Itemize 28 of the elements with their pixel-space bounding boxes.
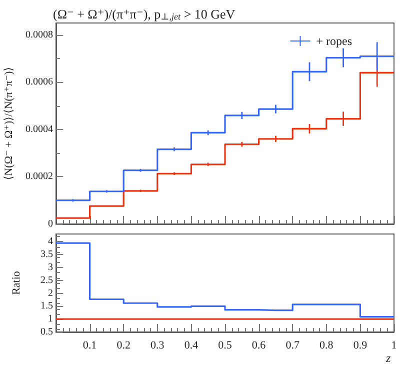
x-tick-label: 0.3 bbox=[150, 340, 165, 352]
x-tick-label: 0.4 bbox=[184, 340, 199, 352]
y-axis-title: ⟨N(Ω⁻ + Ω⁺)⟩/⟨N(π⁺π⁻)⟩ bbox=[3, 66, 16, 180]
y-tick-label: 0.5 bbox=[40, 326, 53, 338]
chart-title: (Ω⁻ + Ω⁺)/(π⁺π⁻), p⊥,jet > 10 GeV bbox=[53, 6, 236, 22]
x-tick-label: 0.6 bbox=[252, 340, 266, 352]
x-tick-label: 0.8 bbox=[320, 340, 334, 352]
y-tick-label: 0 bbox=[48, 218, 53, 230]
y-tick-label: 2.5 bbox=[40, 274, 53, 286]
x-tick-label: 0.7 bbox=[286, 340, 300, 352]
y-tick-label: 1 bbox=[48, 314, 53, 325]
y-tick-label: 4 bbox=[48, 236, 53, 248]
y-tick-label: 0.0002 bbox=[26, 171, 53, 182]
x-tick-label: 0.5 bbox=[218, 340, 232, 352]
x-tick-label: 0.9 bbox=[353, 340, 368, 352]
y-tick-label: 0.0004 bbox=[26, 124, 53, 135]
y-tick-label: 3 bbox=[48, 262, 53, 274]
x-axis-title: z bbox=[385, 351, 391, 365]
x-tick-label: 0.1 bbox=[82, 340, 97, 352]
y-axis-title: Ratio bbox=[10, 270, 22, 295]
y-tick-label: 0.0008 bbox=[26, 29, 53, 40]
y-tick-label: 1.5 bbox=[40, 300, 53, 312]
y-tick-label: 3.5 bbox=[40, 249, 53, 260]
legend-label: + ropes bbox=[316, 34, 352, 48]
x-tick-label: 0.2 bbox=[116, 340, 130, 352]
y-tick-label: 2 bbox=[48, 288, 53, 299]
x-tick-label: 1 bbox=[391, 340, 397, 352]
y-tick-label: 0.0006 bbox=[26, 76, 53, 88]
